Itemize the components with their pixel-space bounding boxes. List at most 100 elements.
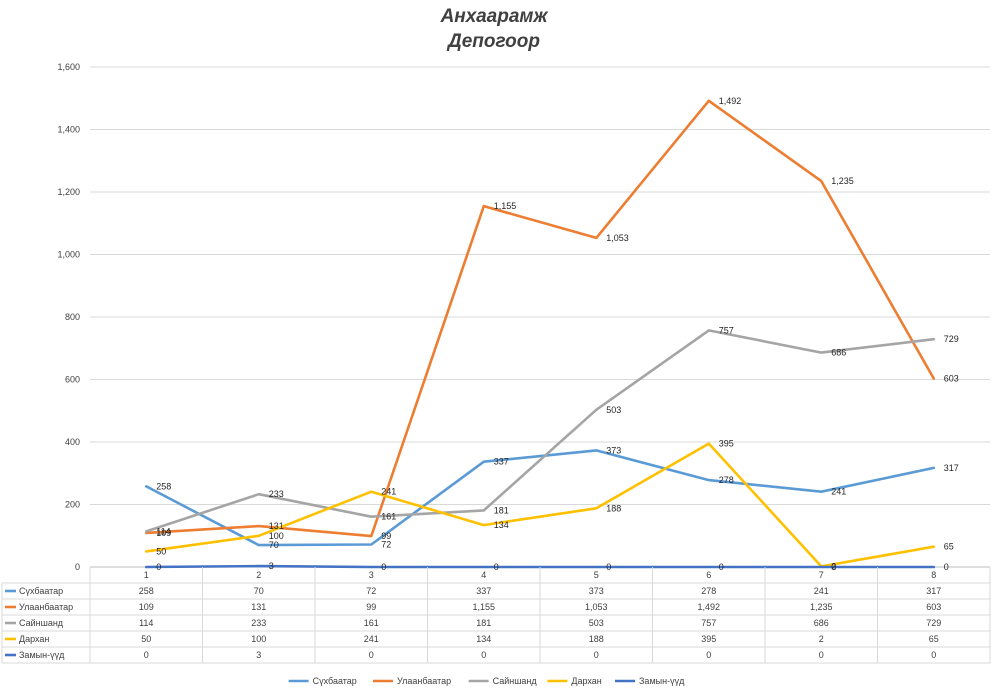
table-cell: 1,053 (585, 602, 608, 612)
table-cell: 0 (481, 650, 486, 660)
data-label: 181 (494, 505, 509, 515)
x-tick-label: 5 (594, 570, 599, 580)
gridlines (90, 66, 990, 568)
data-label: 2 (831, 561, 836, 571)
data-label: 72 (381, 540, 391, 550)
table-cell: 114 (139, 618, 153, 628)
y-tick-label: 0 (75, 562, 80, 572)
y-tick-label: 200 (65, 500, 80, 510)
data-label: 0 (944, 562, 949, 572)
data-label: 1,235 (831, 176, 854, 186)
series-line (145, 442, 936, 568)
legend: Сүхбаатар Улаанбаатар Сайншанд Дархан Замын-… (288, 676, 685, 686)
table-cell: 188 (589, 634, 604, 644)
table-cell: 2 (819, 634, 824, 644)
table-cell: 337 (476, 586, 491, 596)
data-label: 50 (156, 546, 166, 556)
table-cell: 233 (251, 618, 266, 628)
table-cell: 0 (594, 650, 599, 660)
data-label: 3 (269, 561, 274, 571)
data-label: 395 (719, 439, 734, 449)
x-tick-label: 1 (144, 570, 149, 580)
y-tick-label: 1,600 (57, 62, 80, 72)
data-label: 161 (381, 512, 396, 522)
y-tick-label: 800 (65, 312, 80, 322)
series-line (145, 99, 936, 538)
data-label: 241 (381, 487, 396, 497)
x-tick-label: 4 (481, 570, 486, 580)
data-label: 100 (269, 531, 284, 541)
table-cell: 99 (366, 602, 376, 612)
table-cell: 317 (926, 586, 941, 596)
table-cell: 503 (589, 618, 604, 628)
table-cell: 181 (476, 618, 491, 628)
x-tick-label: 8 (931, 570, 936, 580)
table-row-label: Сүхбаатар (19, 586, 63, 596)
data-label: 0 (606, 562, 611, 572)
data-label: 0 (719, 562, 724, 572)
data-label: 278 (719, 475, 734, 485)
table-cell: 241 (364, 634, 379, 644)
table-row-label: Улаанбаатар (19, 602, 73, 612)
data-label: 241 (831, 487, 846, 497)
data-label: 603 (944, 374, 959, 384)
x-tick-label: 2 (256, 570, 261, 580)
table-cell: 0 (369, 650, 374, 660)
table-cell: 0 (144, 650, 149, 660)
table-cell: 70 (254, 586, 264, 596)
data-label: 114 (156, 526, 170, 536)
data-label: 233 (269, 489, 284, 499)
table-cell: 603 (926, 602, 941, 612)
x-tick-label: 6 (706, 570, 711, 580)
table-cell: 1,492 (697, 602, 720, 612)
data-label: 503 (606, 405, 621, 415)
data-label: 0 (831, 562, 836, 572)
data-label: 131 (269, 521, 284, 531)
table-cell: 134 (476, 634, 491, 644)
y-tick-label: 400 (65, 437, 80, 447)
table-cell: 0 (706, 650, 711, 660)
table-cell: 72 (366, 586, 376, 596)
table-cell: 0 (931, 650, 936, 660)
table-cell: 278 (701, 586, 716, 596)
table-cell: 241 (814, 586, 829, 596)
data-label: 317 (944, 463, 959, 473)
data-label: 686 (831, 348, 846, 358)
table-cell: 395 (701, 634, 716, 644)
table-row-label: Замын-үүд (19, 650, 65, 660)
table-cell: 373 (589, 586, 604, 596)
data-label: 65 (944, 542, 954, 552)
data-label: 0 (156, 562, 161, 572)
legend-entry: Улаанбаатар (397, 676, 451, 686)
data-table: 1 2 3 4 5 6 7 8 Сүхбаатар 258 70 72 337 373 278 241 317 У… (1, 567, 991, 664)
data-label: 99 (381, 531, 391, 541)
x-tick-label: 7 (819, 570, 824, 580)
chart-subtitle: Депогоор (446, 31, 540, 52)
table-cell: 161 (364, 618, 379, 628)
y-tick-label: 1,200 (57, 187, 80, 197)
x-tick-label: 3 (369, 570, 374, 580)
data-label: 0 (381, 562, 386, 572)
data-label: 729 (944, 334, 959, 344)
data-label: 373 (606, 445, 621, 455)
table-cell: 686 (814, 618, 829, 628)
series-line (145, 329, 936, 533)
data-label: 109 (156, 528, 171, 538)
y-tick-label: 600 (65, 375, 80, 385)
series-line (145, 564, 936, 569)
table-cell: 50 (141, 634, 151, 644)
y-tick-label: 1,400 (57, 125, 80, 135)
table-cell: 1,155 (472, 602, 495, 612)
table-row-label: Сайншанд (19, 618, 64, 628)
legend-entry: Сүхбаатар (313, 676, 357, 686)
data-label: 0 (494, 562, 499, 572)
table-row-label: Дархан (19, 634, 49, 644)
data-label: 1,053 (606, 233, 629, 243)
legend-entry: Замын-үүд (639, 676, 685, 686)
data-label: 188 (606, 503, 621, 513)
table-cell: 757 (701, 618, 716, 628)
y-tick-label: 1,000 (57, 250, 80, 260)
y-axis-ticks: 0 200 400 600 800 1,000 1,200 1,400 1,600 (57, 62, 80, 572)
table-cell: 3 (256, 650, 261, 660)
